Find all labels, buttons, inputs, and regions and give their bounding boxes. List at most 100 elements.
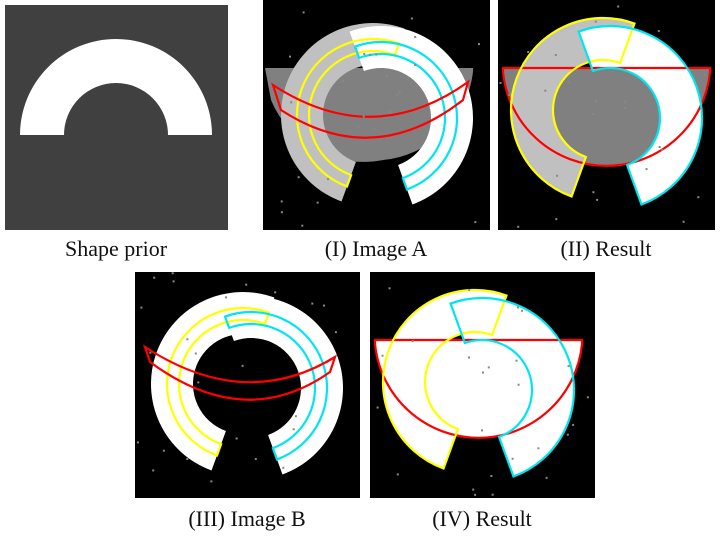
noise-dot: [295, 415, 297, 417]
noise-dot: [500, 82, 502, 84]
noise-dot: [369, 54, 371, 56]
noise-dot: [301, 225, 303, 227]
noise-dot: [595, 100, 597, 102]
noise-dot: [323, 305, 325, 307]
noise-dot: [363, 53, 365, 55]
noise-dot: [518, 384, 520, 386]
noise-dot: [644, 148, 646, 150]
noise-dot: [474, 221, 476, 223]
noise-dot: [555, 54, 557, 56]
noise-dot: [546, 477, 548, 479]
noise-dot: [490, 475, 492, 477]
noise-dot: [186, 458, 188, 460]
noise-dot: [311, 303, 313, 305]
noise-dot: [236, 438, 238, 440]
noise-dot: [152, 469, 154, 471]
noise-dot: [555, 218, 557, 220]
noise-dot: [482, 372, 484, 374]
noise-dot: [293, 428, 295, 430]
noise-dot: [659, 146, 661, 148]
noise-dot: [661, 149, 663, 151]
noise-dot: [474, 494, 476, 496]
noise-dot: [592, 113, 594, 115]
caption: (III) Image B: [188, 506, 305, 531]
noise-dot: [397, 473, 399, 475]
noise-dot: [137, 441, 139, 443]
noise-dot: [357, 126, 359, 128]
noise-dot: [516, 360, 518, 362]
caption: (IV) Result: [432, 506, 532, 531]
shape-prior-panel: [5, 5, 228, 230]
noise-dot: [197, 381, 199, 383]
noise-dot: [290, 101, 292, 103]
noise-dot: [186, 338, 188, 340]
noise-dot: [481, 429, 483, 431]
noise-dot: [468, 357, 470, 359]
noise-dot: [282, 467, 284, 469]
noise-dot: [298, 176, 300, 178]
noise-dot: [658, 30, 660, 32]
noise-dot: [411, 18, 413, 20]
noise-dot: [537, 447, 539, 449]
noise-dot: [342, 80, 344, 82]
noise-dot: [140, 307, 142, 309]
noise-dot: [303, 11, 305, 13]
noise-dot: [389, 287, 391, 289]
image-a-panel: [255, 0, 499, 230]
noise-dot: [572, 424, 574, 426]
noise-dot: [617, 6, 619, 8]
noise-dot: [173, 280, 175, 282]
caption: (II) Result: [560, 236, 651, 261]
image-b-panel: [125, 266, 369, 498]
noise-dot: [587, 396, 589, 398]
noise-dot: [281, 211, 283, 213]
noise-dot: [521, 310, 523, 312]
noise-dot: [472, 489, 474, 491]
noise-dot: [414, 36, 416, 38]
noise-dot: [242, 365, 244, 367]
noise-dot: [389, 111, 391, 113]
noise-dot: [335, 331, 337, 333]
noise-dot: [245, 284, 247, 286]
noise-dot: [210, 480, 212, 482]
noise-dot: [492, 494, 494, 496]
noise-dot: [703, 74, 705, 76]
noise-dot: [373, 128, 375, 130]
noise-dot: [592, 191, 594, 193]
noise-dot: [225, 296, 227, 298]
noise-dot: [478, 43, 480, 45]
noise-dot: [396, 94, 398, 96]
result-2-panel: [357, 264, 600, 498]
noise-dot: [595, 21, 597, 23]
noise-dot: [377, 407, 379, 409]
noise-dot: [363, 116, 365, 118]
figure: Shape prior (I) Image A (II) Result (III…: [0, 0, 720, 543]
noise-dot: [488, 366, 490, 368]
noise-dot: [274, 291, 276, 293]
noise-dot: [399, 92, 401, 94]
noise-dot: [568, 82, 570, 84]
noise-dot: [556, 175, 558, 177]
noise-dot: [172, 272, 174, 274]
noise-dot: [255, 458, 257, 460]
noise-dot: [683, 221, 685, 223]
noise-dot: [317, 202, 319, 204]
noise-dot: [382, 355, 384, 357]
noise-dot: [412, 340, 414, 342]
noise-dot: [596, 199, 598, 201]
caption: (I) Image A: [325, 236, 428, 261]
noise-dot: [512, 458, 514, 460]
noise-dot: [624, 107, 626, 109]
noise-dot: [527, 51, 529, 53]
noise-dot: [414, 64, 416, 66]
noise-dot: [517, 307, 519, 309]
noise-dot: [386, 75, 388, 77]
noise-dot: [468, 289, 470, 291]
noise-dot: [624, 101, 626, 103]
noise-dot: [375, 54, 377, 56]
noise-dot: [567, 434, 569, 436]
noise-dot: [544, 90, 546, 92]
noise-dot: [153, 277, 155, 279]
noise-dot: [327, 178, 329, 180]
noise-dot: [289, 56, 291, 58]
